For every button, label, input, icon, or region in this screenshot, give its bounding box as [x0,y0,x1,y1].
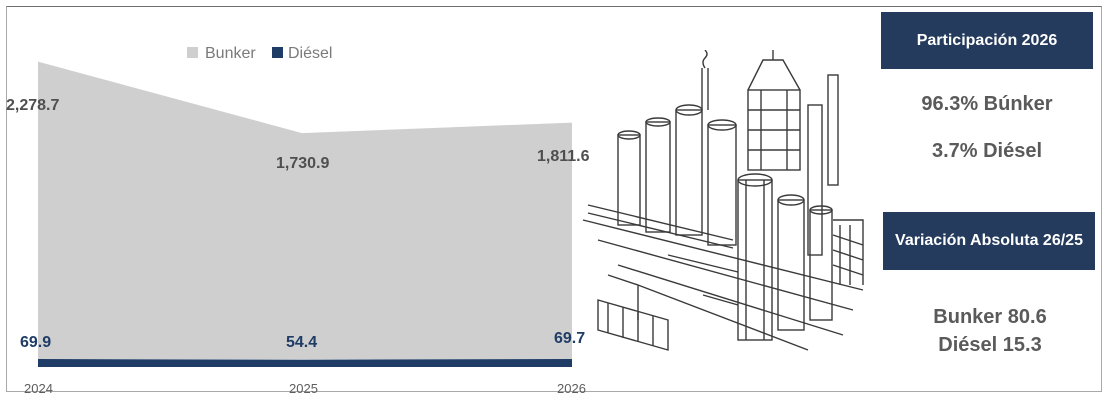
data-label-bunker: 1,811.6 [537,148,590,165]
legend-label-diesel: Diésel [288,45,332,62]
participation-header: Participación 2026 [881,12,1093,69]
value-labels: 2,278.7 1,730.9 1,811.6 69.9 54.4 69.7 [6,97,590,351]
participation-diesel: 3.7% Diésel [931,140,1043,162]
legend-label-bunker: Bunker [205,45,256,62]
legend-swatch-bunker [187,47,198,58]
data-label-diesel: 69.9 [20,334,51,351]
x-tick-label: 2026 [557,381,586,396]
series-area-bunker [38,61,572,359]
outer-frame [6,6,1102,392]
variation-diesel: Diésel 15.3 [938,334,1042,356]
x-tick-label: 2024 [24,381,53,396]
series-area-diesel [38,359,572,367]
x-axis-ticks: 2024 2025 2026 [24,381,586,396]
x-tick-label: 2025 [289,381,318,396]
data-label-bunker: 1,730.9 [276,155,329,172]
area-chart: Bunker Diésel 2,278.7 1,730.9 1,811.6 69.9 5… [6,45,590,396]
data-label-diesel: 69.7 [554,330,585,347]
industrial-plant-sketch-icon [582,50,864,351]
variation-bunker: Bunker 80.6 [933,306,1047,328]
legend-swatch-diesel [272,47,283,58]
participation-bunker: 96.3% Búnker [921,93,1053,115]
plot-area [38,61,572,367]
data-label-bunker: 2,278.7 [6,97,59,114]
data-label-diesel: 54.4 [286,334,317,351]
variation-header: Variación Absoluta 26/25 [883,212,1095,270]
chart-legend: Bunker Diésel [187,45,332,62]
